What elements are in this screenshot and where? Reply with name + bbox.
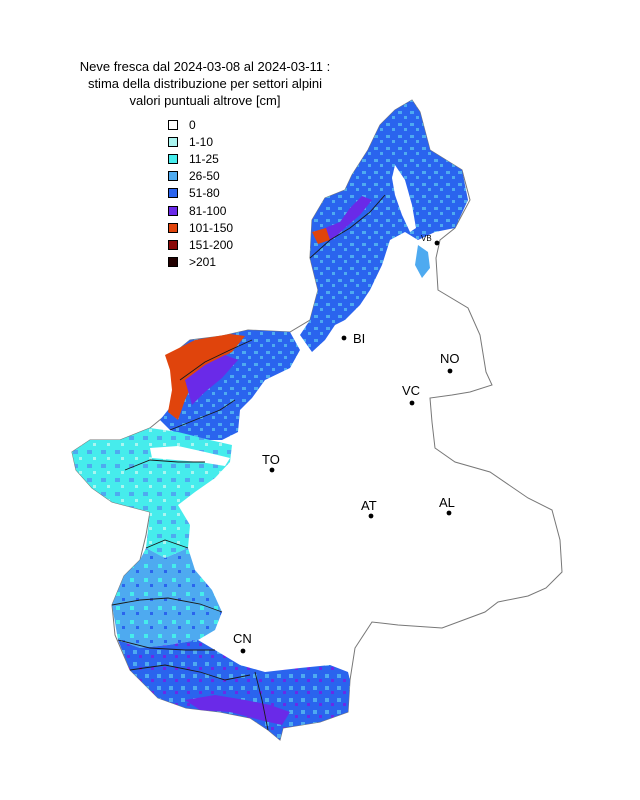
city-label-at: AT [361,498,377,513]
city-label-to: TO [262,452,280,467]
city-marker-vc [409,400,415,406]
title-line-2: stima della distribuzione per settori al… [87,76,323,91]
legend-item: 11-25 [168,150,233,167]
legend-swatch [168,222,178,233]
legend-item: 1-10 [168,133,233,150]
snow-patch-central-high [185,355,238,405]
sector-boundary [129,664,251,681]
sector-boundaries [111,194,386,731]
legend-label: 26-50 [189,169,220,184]
city-label-vb: VB [421,234,432,243]
legend-label: 51-80 [189,186,220,201]
cities: VB BI NO VC TO AT AL CN [233,234,460,654]
legend-swatch [168,188,178,199]
sector-boundary [117,639,215,651]
legend-swatch [168,239,178,250]
snow-sector-north [300,100,468,352]
snow-sector-south [118,640,350,740]
legend-swatch [168,136,178,147]
city-marker-al [446,510,452,516]
city-marker-at [368,513,374,519]
legend-label: 151-200 [189,237,234,252]
sector-boundary [169,399,236,431]
legend-swatch [168,205,178,216]
lake-orta [415,245,430,278]
sector-boundary [111,597,223,613]
legend-label: 1-10 [189,134,214,149]
title-line-1: Neve fresca dal 2024-03-08 al 2024-03-11… [79,59,331,74]
city-label-cn: CN [233,631,252,646]
city-label-vc: VC [402,383,420,398]
legend-label: 81-100 [189,203,227,218]
map-title: Neve fresca dal 2024-03-08 al 2024-03-11… [40,58,370,109]
city-marker-bi [341,335,347,341]
city-marker-no [447,368,453,374]
legend-label: 0 [189,117,196,132]
city-label-al: AL [439,495,455,510]
legend-swatch [168,171,178,182]
legend-item: 81-100 [168,202,233,219]
sector-boundary [179,339,253,381]
susa-valley-floor [150,446,230,466]
title-line-3: valori puntuali altrove [cm] [129,93,281,108]
city-marker-vb [434,240,440,246]
legend-item: 26-50 [168,168,233,185]
city-label-bi: BI [353,331,365,346]
legend: 0 1-10 11-25 26-50 51-80 81-100 101-150 … [168,116,233,271]
city-marker-cn [240,648,246,654]
sector-boundary [254,671,269,731]
legend-item: 101-150 [168,219,233,236]
legend-item: >201 [168,254,233,271]
legend-swatch [168,119,178,130]
sector-boundary [145,539,189,549]
legend-label: >201 [189,255,217,270]
legend-item: 0 [168,116,233,133]
legend-label: 101-150 [189,220,234,235]
snow-patch-north-peak [312,228,330,244]
sector-boundary [309,194,386,259]
snow-patch-north-high [320,196,372,242]
snow-patch-south-high [185,695,290,725]
legend-swatch [168,153,178,164]
city-marker-to [269,467,275,473]
sector-boundary [124,459,205,471]
legend-label: 11-25 [189,151,219,166]
legend-swatch [168,257,178,268]
legend-item: 151-200 [168,236,233,253]
legend-item: 51-80 [168,185,233,202]
city-label-no: NO [440,351,460,366]
lake-maggiore [392,165,416,232]
